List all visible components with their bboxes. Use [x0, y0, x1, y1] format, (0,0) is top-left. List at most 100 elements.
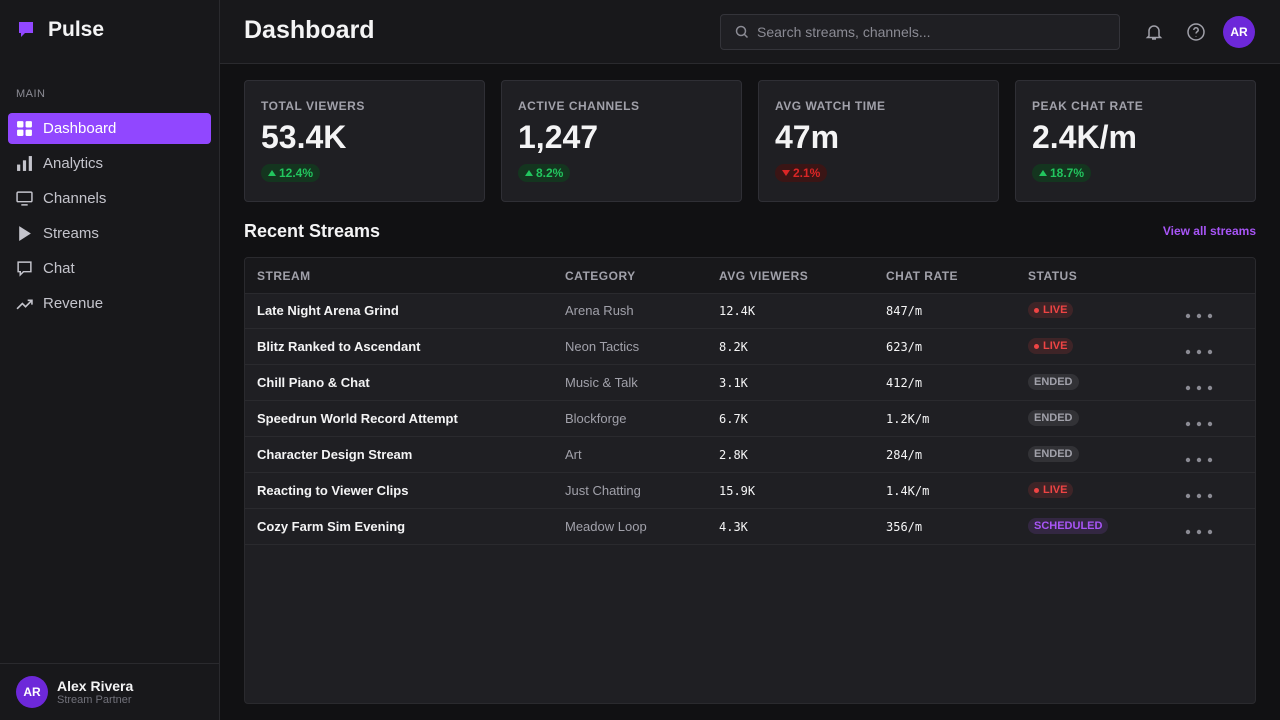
nav-item[interactable]: Chat: [8, 253, 211, 284]
user-panel: AR Alex Rivera Stream Partner: [0, 663, 219, 720]
stat-card: PEAK CHAT RATE 2.4K/m 18.7%: [1015, 80, 1256, 202]
brand-logo: [19, 22, 33, 37]
nav-item[interactable]: Analytics: [8, 148, 211, 179]
nav-item[interactable]: Channels: [8, 183, 211, 214]
change-value: 2.1%: [793, 166, 821, 180]
status-text: LIVE: [1043, 340, 1068, 352]
row-menu[interactable]: [1185, 414, 1213, 430]
change-arrow: [525, 170, 533, 176]
stat-value: 47m: [775, 119, 840, 155]
status-badge: LIVE: [1028, 482, 1074, 498]
cell-chat: 623/m: [886, 340, 923, 354]
stat-card: AVG WATCH TIME 47m 2.1%: [758, 80, 999, 202]
cell-stream: Chill Piano & Chat: [257, 375, 370, 390]
menu-icon: [1185, 349, 1213, 355]
search-placeholder: Search streams, channels...: [757, 24, 931, 40]
change-arrow: [1039, 170, 1047, 176]
cell-category: Just Chatting: [565, 483, 641, 498]
menu-icon: [1185, 457, 1213, 463]
live-dot: [1034, 307, 1039, 313]
nav-icon: [17, 156, 32, 171]
page-title: Dashboard: [244, 16, 375, 44]
header-avatar[interactable]: AR: [1223, 16, 1255, 48]
search-icon: [735, 25, 749, 39]
menu-icon: [1185, 421, 1213, 427]
row-menu[interactable]: [1185, 342, 1213, 358]
nav-icon: [17, 121, 32, 136]
row-menu[interactable]: [1185, 378, 1213, 394]
menu-icon: [1185, 529, 1213, 535]
row-menu[interactable]: [1185, 450, 1213, 466]
section-title: Recent Streams: [244, 221, 381, 241]
stat-label: AVG WATCH TIME: [775, 99, 886, 113]
view-all-link[interactable]: View all streams: [1162, 224, 1256, 238]
cell-chat: 1.4K/m: [886, 484, 930, 498]
stat-label: PEAK CHAT RATE: [1032, 99, 1144, 113]
cell-stream: Character Design Stream: [257, 447, 413, 462]
row-menu[interactable]: [1185, 522, 1213, 538]
status-text: ENDED: [1034, 412, 1073, 424]
cell-category: Music & Talk: [565, 375, 638, 390]
change-arrow: [782, 170, 790, 176]
status-badge: SCHEDULED: [1028, 518, 1109, 534]
streams-table: STREAM CATEGORY AVG VIEWERS CHAT RATE STATUS…: [244, 257, 1256, 704]
row-menu[interactable]: [1185, 306, 1213, 322]
header: Dashboard Search streams, channels... AR: [220, 0, 1280, 64]
stat-label: ACTIVE CHANNELS: [518, 99, 640, 113]
cell-viewers: 8.2K: [719, 340, 748, 354]
stat-value: 53.4K: [261, 119, 347, 155]
nav-icon: [16, 299, 33, 310]
stat-change: 2.1%: [775, 164, 828, 182]
cell-chat: 412/m: [886, 376, 923, 390]
stat-change: 12.4%: [261, 164, 321, 182]
row-menu[interactable]: [1185, 486, 1213, 502]
change-value: 12.4%: [279, 166, 314, 180]
nav-item[interactable]: Streams: [8, 218, 211, 249]
table-row[interactable]: Character Design Stream Art 2.8K 284/m ENDED: [245, 437, 1255, 473]
stat-label: TOTAL VIEWERS: [261, 99, 365, 113]
status-text: LIVE: [1043, 484, 1068, 496]
nav: Dashboard Analytics Channels Streams Chat Rev…: [8, 113, 211, 323]
cell-chat: 1.2K/m: [886, 412, 930, 426]
help-button[interactable]: [1186, 22, 1206, 42]
change-value: 18.7%: [1050, 166, 1085, 180]
table-row[interactable]: Cozy Farm Sim Evening Meadow Loop 4.3K 356/…: [245, 509, 1255, 545]
change-value: 8.2%: [536, 166, 564, 180]
menu-icon: [1185, 385, 1213, 391]
status-text: ENDED: [1034, 448, 1073, 460]
user-avatar[interactable]: AR: [16, 676, 48, 708]
nav-label: Analytics: [43, 155, 104, 172]
table-row[interactable]: Blitz Ranked to Ascendant Neon Tactics 8.2…: [245, 329, 1255, 365]
status-text: LIVE: [1043, 304, 1068, 316]
cell-category: Art: [565, 447, 582, 462]
brand-name: Pulse: [48, 18, 105, 41]
menu-icon: [1185, 313, 1213, 319]
table-row[interactable]: Speedrun World Record Attempt Blockforge 6…: [245, 401, 1255, 437]
notifications-button[interactable]: [1144, 22, 1164, 42]
status-badge: ENDED: [1028, 446, 1079, 462]
nav-icon: [17, 261, 32, 277]
nav-icon: [16, 191, 33, 206]
cell-viewers: 4.3K: [719, 520, 748, 534]
user-info: Alex Rivera Stream Partner: [57, 678, 133, 706]
stat-card: ACTIVE CHANNELS 1,247 8.2%: [501, 80, 742, 202]
search-box[interactable]: Search streams, channels...: [720, 14, 1120, 50]
cell-chat: 847/m: [886, 304, 923, 318]
table-row[interactable]: Chill Piano & Chat Music & Talk 3.1K 412/m E…: [245, 365, 1255, 401]
cell-viewers: 12.4K: [719, 304, 756, 318]
table-row[interactable]: Late Night Arena Grind Arena Rush 12.4K 847…: [245, 293, 1255, 329]
cell-stream: Cozy Farm Sim Evening: [257, 519, 406, 534]
table-header: STREAM CATEGORY AVG VIEWERS CHAT RATE STATUS: [245, 258, 1255, 294]
nav-label: Dashboard: [43, 120, 117, 137]
stat-change: 18.7%: [1032, 164, 1092, 182]
status-text: ENDED: [1034, 376, 1073, 388]
column-header: CATEGORY: [565, 269, 636, 283]
nav-item[interactable]: Revenue: [8, 288, 211, 319]
nav-item[interactable]: Dashboard: [8, 113, 211, 144]
status-badge: LIVE: [1028, 338, 1074, 354]
nav-icon: [19, 226, 31, 241]
menu-icon: [1185, 493, 1213, 499]
table-row[interactable]: Reacting to Viewer Clips Just Chatting 15.…: [245, 473, 1255, 509]
cell-stream: Late Night Arena Grind: [257, 303, 399, 318]
